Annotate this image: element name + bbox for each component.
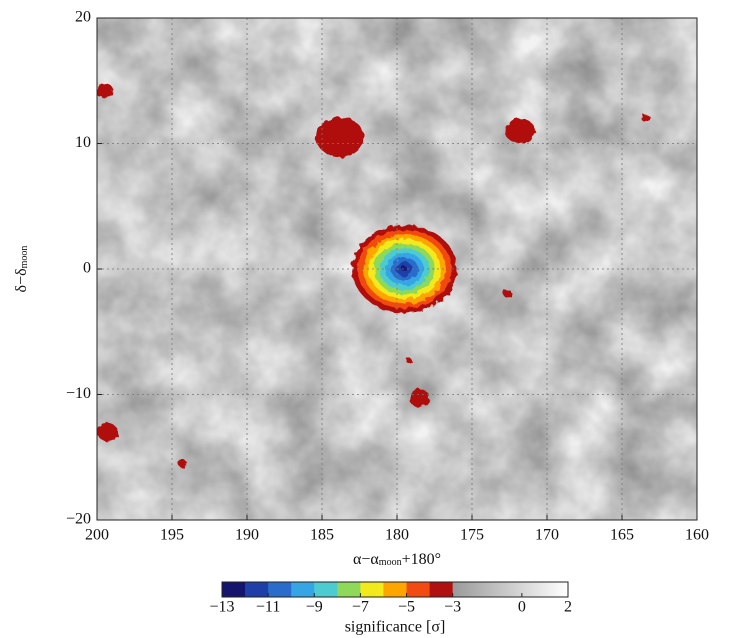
feature: [97, 423, 118, 441]
y-tick-label: 10: [75, 134, 91, 151]
y-tick-label: −20: [66, 511, 91, 528]
x-tick-label: 165: [610, 527, 634, 544]
x-tick-label: 175: [460, 527, 484, 544]
feature: [316, 117, 364, 158]
feature-level: [316, 117, 364, 158]
x-tick-label: 170: [535, 527, 559, 544]
x-label-sub: moon: [379, 557, 402, 568]
colorbar-bin: [245, 582, 269, 597]
x-tick-label: 195: [160, 527, 184, 544]
colorbar-bin: [268, 582, 292, 597]
feature-level: [409, 389, 430, 408]
y-tick-label: 20: [75, 9, 91, 26]
feature: [503, 290, 513, 298]
colorbar-bin: [406, 582, 431, 597]
x-tick-label: 185: [310, 527, 334, 544]
y-label-main: δ−δ: [13, 268, 30, 292]
colorbar-tick-label: −13: [209, 599, 234, 616]
feature: [641, 114, 651, 123]
colorbar-tick-label: −7: [352, 599, 369, 616]
colorbar-tick-label: −9: [306, 599, 323, 616]
x-tick-label: 190: [235, 527, 259, 544]
colorbar-bin: [222, 582, 246, 597]
plot-frame: [96, 17, 698, 521]
feature-level: [406, 358, 412, 364]
colorbar-tick-label: 2: [564, 599, 572, 616]
x-label-main: α−α: [353, 551, 379, 568]
colorbar-tick-label: −5: [398, 599, 415, 616]
feature-level: [641, 114, 651, 123]
feature: [97, 83, 114, 99]
colorbar-bin: [383, 582, 408, 597]
y-label-sub: moon: [19, 246, 30, 269]
colorbar-frame: [221, 581, 569, 598]
x-tick-label: 200: [85, 527, 109, 544]
x-axis-label: α−αmoon+180°: [353, 551, 441, 569]
colorbar-tick-label: −11: [256, 599, 280, 616]
colorbar-bin: [429, 582, 454, 597]
feature-level: [505, 118, 535, 144]
feature: [505, 118, 535, 144]
colorbar-gray: [452, 582, 568, 597]
features: [97, 83, 651, 468]
feature: [406, 358, 412, 364]
colorbar-bin: [337, 582, 361, 597]
feature: [178, 459, 187, 468]
colorbar-bin: [291, 582, 315, 597]
y-tick-label: 0: [83, 260, 91, 277]
feature: [409, 389, 430, 408]
colorbar: −13 −11 −9 −7 −5 −3 0 2: [209, 581, 572, 616]
feature: [352, 225, 457, 313]
colorbar-tick-label: −3: [444, 599, 461, 616]
x-tick-label: 160: [685, 527, 709, 544]
x-tick-label: 180: [385, 527, 409, 544]
feature-level: [503, 290, 513, 298]
colorbar-bin: [360, 582, 384, 597]
y-axis-label: δ−δmoon: [13, 246, 31, 293]
y-tick-label: −10: [66, 385, 91, 402]
colorbar-bin: [314, 582, 338, 597]
feature-level: [178, 459, 187, 468]
colorbar-label: significance [σ]: [345, 619, 446, 636]
x-label-tail: +180°: [402, 551, 441, 568]
colorbar-tick-label: 0: [518, 599, 526, 616]
feature-level: [97, 423, 118, 441]
feature-level: [401, 266, 408, 272]
feature-level: [97, 83, 114, 99]
